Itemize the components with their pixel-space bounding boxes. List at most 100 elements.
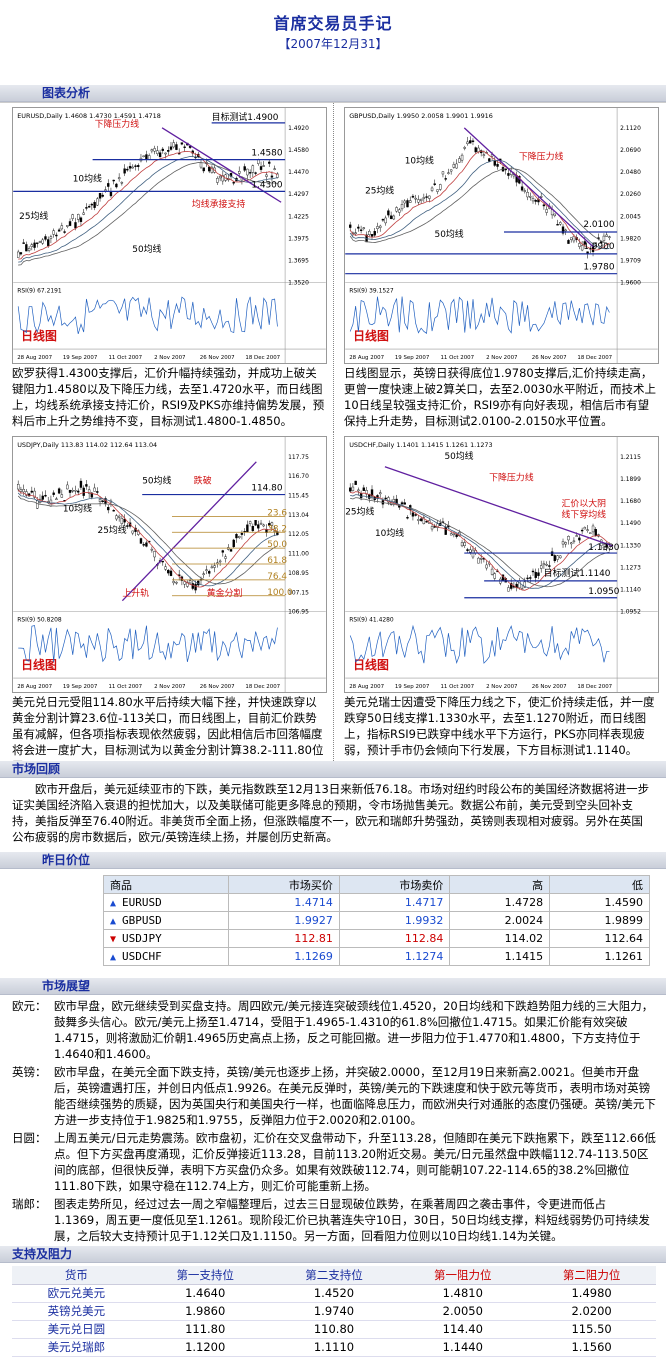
moving-average-line: [349, 150, 610, 251]
candle: [537, 572, 540, 576]
price-tick-label: 2.0480: [620, 169, 641, 176]
candle: [559, 222, 562, 225]
candle: [213, 565, 216, 568]
candle: [600, 241, 603, 244]
candle: [158, 152, 162, 158]
candle: [57, 229, 61, 232]
candle: [520, 186, 524, 191]
price-tick-label: 1.3520: [288, 280, 309, 287]
candle: [199, 162, 203, 168]
price-tick-label: 1.1899: [620, 476, 641, 483]
ask: 1.4717: [338, 893, 451, 912]
candle: [207, 571, 211, 574]
candle: [246, 168, 249, 176]
level-label: 1.1330: [588, 543, 619, 553]
section-outlook: 市场展望: [0, 978, 666, 995]
candle: [22, 242, 25, 244]
candle: [608, 236, 611, 238]
candle: [531, 198, 535, 202]
table-row: 美元兑瑞郎 1.1200 1.1110 1.1440 1.1560: [12, 1338, 656, 1357]
candle: [139, 538, 143, 544]
chart-cell-gbpusd: GBPUSD,Daily 1.9950 2.0058 1.9901 1.9916…: [333, 103, 666, 432]
price-tick-label: 1.4297: [288, 191, 309, 198]
candle: [44, 236, 47, 240]
price-table: 商品 市场买价 市场卖价 高 低 ▲ EURUSD 1.4714 1.4717 1…: [102, 875, 650, 966]
candle: [496, 163, 499, 167]
candle: [411, 512, 415, 517]
candle: [63, 231, 66, 233]
candle: [167, 150, 170, 152]
price-tick-label: 108.95: [288, 570, 309, 577]
candle: [553, 213, 557, 216]
date-tick-label: 28 Aug 2007: [17, 355, 52, 361]
candle: [112, 509, 115, 512]
candle: [238, 171, 241, 174]
candle: [101, 194, 104, 197]
candle: [545, 563, 548, 566]
candle: [79, 480, 83, 488]
candle: [19, 489, 23, 492]
candle: [150, 548, 154, 551]
candle: [82, 487, 85, 496]
section-review: 市场回顾: [0, 761, 666, 778]
candle: [575, 535, 578, 537]
candle: [259, 522, 263, 525]
price-tick-label: 1.4920: [288, 125, 309, 132]
candle: [463, 542, 466, 546]
price-tick-label: 2.1120: [620, 125, 641, 132]
candle: [207, 166, 211, 172]
price-tick-label: 107.15: [288, 589, 309, 596]
candle: [534, 571, 537, 578]
bid: 1.9927: [228, 911, 340, 930]
price-tick-label: 1.9709: [620, 258, 641, 265]
col-currency: 货币: [12, 1266, 141, 1285]
ma-label: 10均线: [405, 155, 434, 167]
date-tick-label: 26 Nov 2007: [532, 684, 567, 690]
candle: [594, 529, 597, 536]
rsi-label: RSI(9) 41.4280: [349, 617, 394, 624]
candle: [406, 200, 409, 208]
price-table-header: 商品 市场买价 市场卖价 高 低: [102, 875, 650, 894]
annotation-label: 线下穿均线: [562, 508, 607, 520]
candle: [539, 565, 543, 569]
ask: 1.1274: [338, 947, 451, 966]
col-support-2: 第二支持位: [269, 1266, 399, 1285]
candle: [430, 526, 434, 530]
candle: [539, 196, 543, 198]
candle: [79, 217, 83, 222]
price-tick-label: 1.1140: [620, 587, 641, 594]
price-tick-label: 1.3975: [288, 235, 309, 242]
ma-label: 50均线: [132, 243, 161, 255]
candle: [262, 524, 265, 527]
fib-label: 61.8: [267, 556, 287, 566]
candle: [202, 573, 205, 575]
price-tick-label: 1.0952: [620, 609, 641, 616]
candle: [77, 214, 80, 220]
candle: [49, 236, 53, 239]
level-label: 1.0950: [588, 587, 619, 597]
price-tick-label: 1.1490: [620, 520, 641, 527]
date-tick-label: 19 Sep 2007: [395, 684, 429, 690]
candle: [411, 195, 415, 198]
level-label: 1.4580: [251, 149, 282, 159]
candle: [419, 198, 423, 201]
timeframe-label: 日线图: [353, 329, 389, 343]
candle: [583, 241, 587, 245]
high: 1.1415: [449, 947, 551, 966]
candle: [526, 577, 529, 580]
candle: [444, 526, 447, 535]
candle: [202, 167, 205, 172]
candle: [488, 158, 491, 162]
candle: [348, 487, 352, 492]
candle: [417, 519, 420, 521]
candle: [392, 499, 396, 502]
candle: [210, 166, 214, 173]
table-row: ▲ GBPUSD 1.9927 1.9932 2.0024 1.9899: [102, 911, 650, 930]
col-high: 高: [449, 875, 551, 894]
price-tick-label: 1.2115: [620, 454, 641, 461]
candle: [490, 568, 494, 575]
candle: [384, 217, 387, 224]
low: 1.9899: [549, 911, 650, 930]
candle: [471, 140, 475, 143]
candle: [567, 240, 570, 244]
